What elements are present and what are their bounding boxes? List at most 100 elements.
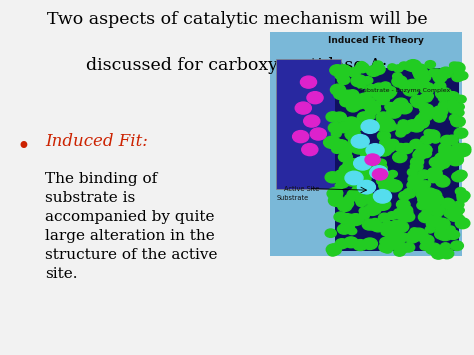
Circle shape bbox=[337, 123, 347, 131]
Circle shape bbox=[342, 199, 354, 208]
Circle shape bbox=[355, 62, 369, 73]
Circle shape bbox=[354, 157, 372, 170]
Circle shape bbox=[381, 119, 395, 129]
Circle shape bbox=[344, 237, 358, 248]
Circle shape bbox=[339, 214, 355, 225]
Circle shape bbox=[333, 140, 349, 152]
Circle shape bbox=[357, 112, 371, 122]
Circle shape bbox=[335, 71, 347, 80]
Circle shape bbox=[364, 193, 377, 204]
Circle shape bbox=[404, 62, 414, 70]
Circle shape bbox=[399, 191, 410, 200]
Circle shape bbox=[365, 109, 376, 116]
Circle shape bbox=[392, 73, 402, 80]
Text: Two aspects of catalytic mechanism will be: Two aspects of catalytic mechanism will … bbox=[46, 11, 428, 28]
Circle shape bbox=[425, 130, 440, 141]
Circle shape bbox=[345, 129, 361, 140]
Circle shape bbox=[410, 95, 425, 106]
Circle shape bbox=[346, 214, 356, 222]
Circle shape bbox=[365, 112, 375, 120]
Circle shape bbox=[447, 99, 459, 109]
Circle shape bbox=[352, 121, 365, 131]
Circle shape bbox=[380, 82, 391, 90]
Circle shape bbox=[444, 209, 455, 218]
Bar bbox=[276, 59, 341, 189]
Circle shape bbox=[420, 149, 431, 158]
Text: Substrate - Enzyme Complex: Substrate - Enzyme Complex bbox=[359, 88, 450, 93]
Circle shape bbox=[343, 223, 355, 231]
Circle shape bbox=[365, 88, 376, 96]
Circle shape bbox=[419, 212, 433, 223]
Circle shape bbox=[455, 144, 470, 156]
Circle shape bbox=[405, 120, 420, 131]
Circle shape bbox=[422, 146, 432, 153]
Circle shape bbox=[433, 195, 444, 203]
Text: discussed for carboxypeptidase A:: discussed for carboxypeptidase A: bbox=[86, 57, 388, 74]
Circle shape bbox=[397, 103, 412, 114]
Circle shape bbox=[425, 226, 435, 233]
Circle shape bbox=[427, 215, 443, 227]
Circle shape bbox=[434, 82, 446, 91]
Circle shape bbox=[379, 180, 394, 191]
Circle shape bbox=[328, 122, 343, 133]
Circle shape bbox=[356, 173, 371, 184]
Circle shape bbox=[393, 152, 407, 163]
Circle shape bbox=[409, 121, 424, 132]
Circle shape bbox=[434, 85, 444, 92]
Circle shape bbox=[420, 136, 432, 144]
Circle shape bbox=[392, 100, 405, 110]
Circle shape bbox=[414, 69, 430, 81]
Circle shape bbox=[432, 249, 445, 259]
Circle shape bbox=[385, 237, 400, 248]
Circle shape bbox=[351, 94, 366, 106]
Circle shape bbox=[383, 246, 392, 253]
Circle shape bbox=[454, 201, 464, 208]
Circle shape bbox=[440, 248, 454, 259]
Circle shape bbox=[365, 204, 380, 215]
Text: Induced Fit Theory: Induced Fit Theory bbox=[328, 36, 424, 45]
Circle shape bbox=[337, 179, 349, 188]
Circle shape bbox=[393, 65, 403, 72]
Circle shape bbox=[378, 114, 391, 124]
Circle shape bbox=[333, 112, 346, 122]
Circle shape bbox=[337, 69, 349, 78]
Circle shape bbox=[455, 170, 467, 180]
Circle shape bbox=[347, 228, 357, 235]
Circle shape bbox=[345, 194, 356, 202]
Circle shape bbox=[413, 184, 426, 194]
Circle shape bbox=[346, 90, 359, 99]
Circle shape bbox=[360, 149, 370, 157]
Circle shape bbox=[366, 84, 377, 93]
Circle shape bbox=[454, 128, 468, 138]
Circle shape bbox=[357, 82, 366, 89]
Circle shape bbox=[346, 178, 357, 186]
Circle shape bbox=[373, 61, 383, 69]
Text: Active Site: Active Site bbox=[283, 186, 319, 191]
Circle shape bbox=[430, 136, 440, 143]
Circle shape bbox=[447, 203, 459, 213]
Circle shape bbox=[435, 226, 447, 235]
Circle shape bbox=[438, 247, 450, 257]
Circle shape bbox=[337, 201, 352, 212]
Circle shape bbox=[357, 143, 369, 153]
Circle shape bbox=[455, 144, 471, 157]
Circle shape bbox=[333, 113, 342, 119]
Circle shape bbox=[431, 69, 443, 78]
Circle shape bbox=[351, 142, 367, 154]
Circle shape bbox=[418, 170, 430, 179]
Circle shape bbox=[325, 172, 340, 183]
Circle shape bbox=[400, 205, 413, 215]
Circle shape bbox=[328, 248, 338, 256]
Circle shape bbox=[388, 228, 403, 240]
Circle shape bbox=[428, 201, 439, 209]
Circle shape bbox=[448, 154, 464, 166]
Circle shape bbox=[418, 194, 432, 205]
Circle shape bbox=[325, 229, 337, 237]
Circle shape bbox=[405, 233, 419, 243]
Circle shape bbox=[457, 191, 470, 201]
Circle shape bbox=[435, 218, 450, 230]
Circle shape bbox=[388, 139, 399, 147]
Circle shape bbox=[437, 229, 453, 241]
Circle shape bbox=[380, 237, 392, 246]
Circle shape bbox=[359, 207, 370, 215]
